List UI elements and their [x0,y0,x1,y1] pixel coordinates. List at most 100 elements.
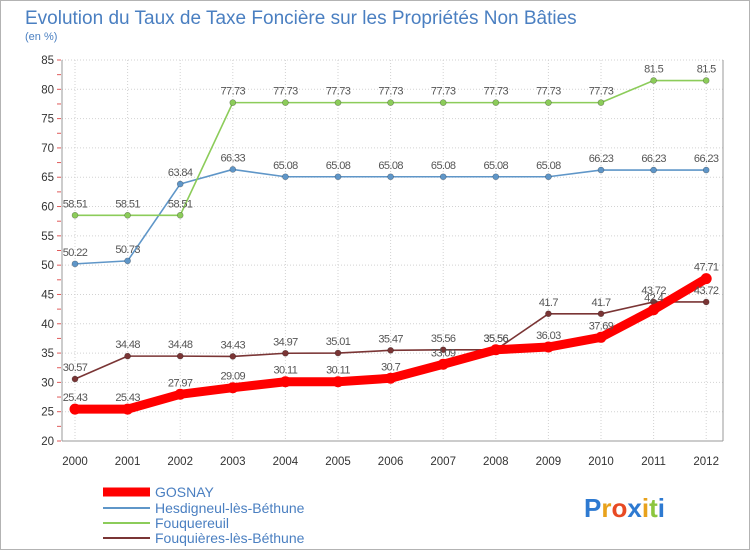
legend-label-fouquereuil: Fouquereuil [155,515,229,531]
data-point-hesdigneul-les-bethune [176,180,184,188]
x-tick-label: 2012 [693,456,719,468]
data-label-gosnay: 27.97 [168,377,193,389]
data-point-fouquereuil [334,99,342,106]
data-point-fouquieres-les-bethune [545,310,552,318]
brand-logo-letter: i [642,493,649,523]
data-label-hesdigneul-les-bethune: 65.08 [431,160,456,172]
y-tick-label: 60 [41,202,54,214]
data-point-hesdigneul-les-bethune [702,166,710,174]
y-tick-label: 45 [41,289,54,301]
data-point-hesdigneul-les-bethune [282,173,289,181]
brand-logo: Proxiti [584,493,665,523]
x-tick-label: 2000 [62,456,88,468]
data-point-hesdigneul-les-bethune [334,173,342,181]
data-point-fouquereuil [124,211,131,219]
data-label-fouquieres-les-bethune: 35.01 [326,336,351,348]
data-point-fouquieres-les-bethune [71,375,79,383]
data-label-fouquieres-les-bethune: 41.7 [539,297,558,309]
data-label-gosnay: 37.69 [589,320,614,332]
y-tick-label: 25 [41,407,54,419]
data-point-gosnay [437,358,449,370]
data-label-fouquereuil: 77.73 [378,86,403,98]
data-point-fouquereuil [492,99,500,106]
data-label-hesdigneul-les-bethune: 65.08 [378,160,403,172]
data-label-hesdigneul-les-bethune: 65.08 [484,160,509,172]
data-point-fouquereuil [229,99,237,106]
data-label-fouquieres-les-bethune: 35.56 [484,333,509,345]
data-point-fouquereuil [597,99,605,106]
brand-logo-letter: P [584,493,601,523]
x-tick-label: 2011 [641,456,666,468]
data-point-gosnay [542,341,554,353]
data-point-fouquieres-les-bethune [597,310,605,318]
x-tick-label: 2007 [430,456,456,468]
data-point-fouquereuil [387,99,394,106]
data-label-fouquieres-les-bethune: 34.97 [273,336,298,348]
data-point-gosnay [385,372,397,384]
brand-logo-letter: i [658,493,665,523]
data-point-hesdigneul-les-bethune [71,260,79,268]
data-label-fouquereuil: 81.5 [644,64,663,76]
data-label-hesdigneul-les-bethune: 50.73 [115,244,140,256]
data-point-fouquieres-les-bethune [387,347,394,354]
data-label-fouquieres-les-bethune: 35.56 [431,333,456,345]
data-label-fouquereuil: 77.73 [589,86,614,98]
legend-label-gosnay: GOSNAY [155,484,215,500]
data-point-fouquereuil [545,99,552,106]
data-point-fouquereuil [176,211,184,219]
data-point-gosnay [69,403,81,415]
data-point-fouquieres-les-bethune [176,352,184,360]
data-label-fouquereuil: 77.73 [484,86,509,98]
data-label-gosnay: 30.11 [326,365,350,377]
data-label-gosnay: 25.43 [115,392,140,404]
y-tick-label: 70 [41,143,54,155]
data-point-gosnay [595,331,607,343]
data-label-fouquieres-les-bethune: 34.48 [115,339,140,351]
data-point-gosnay [648,304,660,316]
y-tick-label: 75 [41,114,54,126]
x-tick-label: 2008 [483,456,509,468]
x-tick-label: 2006 [378,456,404,468]
data-point-fouquereuil [702,77,710,84]
data-point-fouquieres-les-bethune [439,346,447,354]
x-tick-label: 2005 [325,456,351,468]
data-label-hesdigneul-les-bethune: 50.22 [63,247,88,259]
data-label-gosnay: 33.09 [431,347,456,359]
data-label-fouquieres-les-bethune: 43.72 [641,285,666,297]
data-label-gosnay: 25.43 [63,392,88,404]
data-label-fouquereuil: 77.73 [221,86,246,98]
data-label-hesdigneul-les-bethune: 66.23 [589,153,614,165]
data-point-hesdigneul-les-bethune [387,173,394,181]
chart-subtitle: (en %) [25,31,57,43]
x-tick-label: 2010 [588,456,614,468]
data-point-fouquieres-les-bethune [282,349,289,357]
y-tick-label: 50 [41,260,54,272]
y-tick-label: 55 [41,231,54,243]
data-point-fouquereuil [650,77,657,84]
data-label-fouquieres-les-bethune: 30.57 [63,362,88,374]
data-label-fouquieres-les-bethune: 34.48 [168,339,193,351]
x-tick-label: 2003 [220,456,246,468]
data-label-gosnay: 29.09 [221,371,246,383]
y-tick-label: 35 [41,348,54,360]
data-point-gosnay [279,376,291,388]
legend-label-hesdigneul-les-bethune: Hesdigneul-lès-Béthune [155,500,305,516]
y-tick-label: 65 [41,172,54,184]
data-point-fouquieres-les-bethune [702,298,710,306]
data-point-fouquieres-les-bethune [124,352,131,360]
data-label-fouquieres-les-bethune: 43.72 [694,285,719,297]
data-label-hesdigneul-les-bethune: 63.84 [168,167,193,179]
chart-title: Evolution du Taux de Taxe Foncière sur l… [25,8,577,29]
data-point-hesdigneul-les-bethune [545,173,552,181]
data-point-hesdigneul-les-bethune [439,173,447,181]
data-point-gosnay [122,403,134,415]
data-point-fouquereuil [439,99,447,106]
data-point-gosnay [227,382,239,394]
data-label-fouquereuil: 77.73 [326,86,351,98]
data-label-fouquieres-les-bethune: 41.7 [591,297,610,309]
data-label-gosnay: 30.7 [381,361,400,373]
data-point-hesdigneul-les-bethune [492,173,500,181]
